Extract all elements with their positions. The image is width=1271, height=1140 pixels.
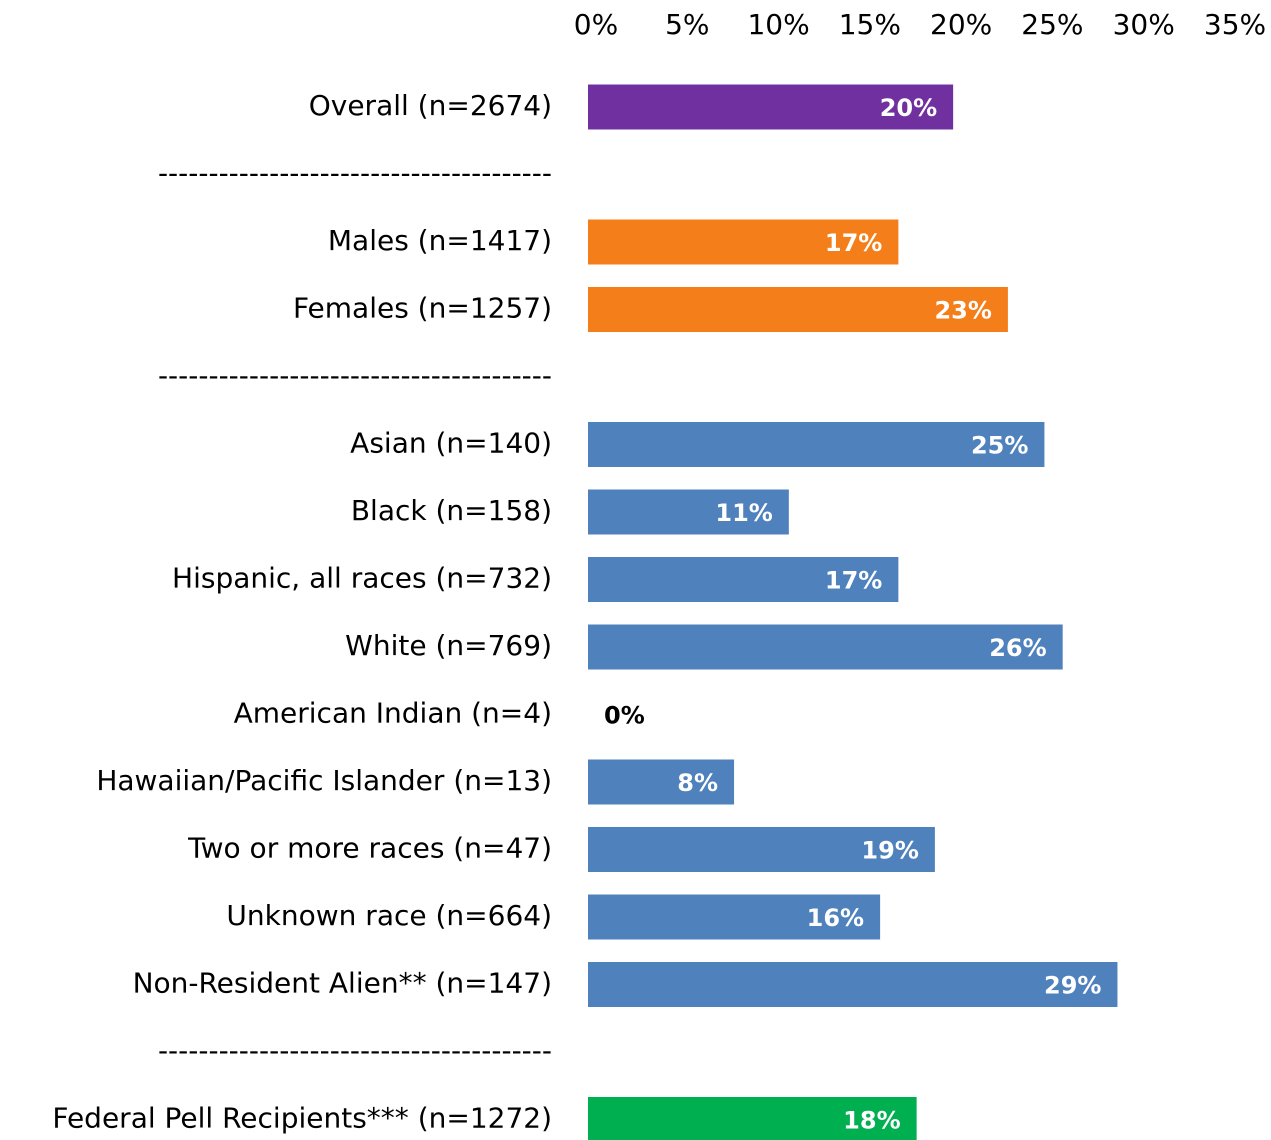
value-label: 11% xyxy=(715,499,772,527)
x-tick-label: 5% xyxy=(665,8,709,41)
bar xyxy=(588,557,899,602)
category-label: Unknown race (n=664) xyxy=(226,899,552,932)
bar xyxy=(588,287,1008,332)
x-tick-label: 30% xyxy=(1113,8,1175,41)
category-label: American Indian (n=4) xyxy=(234,697,552,730)
category-label: Non-Resident Alien** (n=147) xyxy=(133,967,552,1000)
bar xyxy=(588,84,954,130)
value-label: 0% xyxy=(604,702,645,730)
category-label: Hispanic, all races (n=732) xyxy=(172,562,552,595)
bar xyxy=(588,827,935,872)
value-label: 25% xyxy=(971,432,1028,460)
bar xyxy=(588,962,1118,1007)
category-label: --------------------------------------- xyxy=(158,157,552,190)
x-tick-label: 15% xyxy=(839,8,901,41)
value-label: 17% xyxy=(825,567,882,595)
bar xyxy=(588,759,735,805)
x-tick-label: 10% xyxy=(747,8,809,41)
x-tick-label: 0% xyxy=(574,8,618,41)
value-label: 26% xyxy=(989,634,1046,662)
value-label: 17% xyxy=(825,229,882,257)
category-label: --------------------------------------- xyxy=(158,1034,552,1067)
value-label: 16% xyxy=(807,904,864,932)
category-label: Hawaiian/Pacific Islander (n=13) xyxy=(96,764,552,797)
bar xyxy=(588,489,789,535)
category-label: Asian (n=140) xyxy=(350,427,552,460)
bar xyxy=(588,894,881,940)
bar xyxy=(588,219,899,265)
value-label: 19% xyxy=(861,837,918,865)
value-label: 29% xyxy=(1044,972,1101,1000)
category-label: Males (n=1417) xyxy=(328,224,552,257)
bar xyxy=(588,422,1045,467)
category-label: Overall (n=2674) xyxy=(309,89,552,122)
value-label: 8% xyxy=(677,769,718,797)
x-tick-label: 20% xyxy=(930,8,992,41)
bar xyxy=(588,624,1063,670)
category-label: Females (n=1257) xyxy=(293,292,552,325)
value-label: 18% xyxy=(843,1107,900,1135)
x-tick-label: 35% xyxy=(1204,8,1266,41)
bar xyxy=(588,1097,917,1140)
value-label: 23% xyxy=(934,297,991,325)
category-label: Black (n=158) xyxy=(351,494,552,527)
value-label: 20% xyxy=(880,94,937,122)
category-label: Federal Pell Recipients*** (n=1272) xyxy=(52,1102,552,1135)
x-tick-label: 25% xyxy=(1021,8,1083,41)
category-label: White (n=769) xyxy=(345,629,552,662)
category-label: Two or more races (n=47) xyxy=(187,832,552,865)
category-label: --------------------------------------- xyxy=(158,359,552,392)
